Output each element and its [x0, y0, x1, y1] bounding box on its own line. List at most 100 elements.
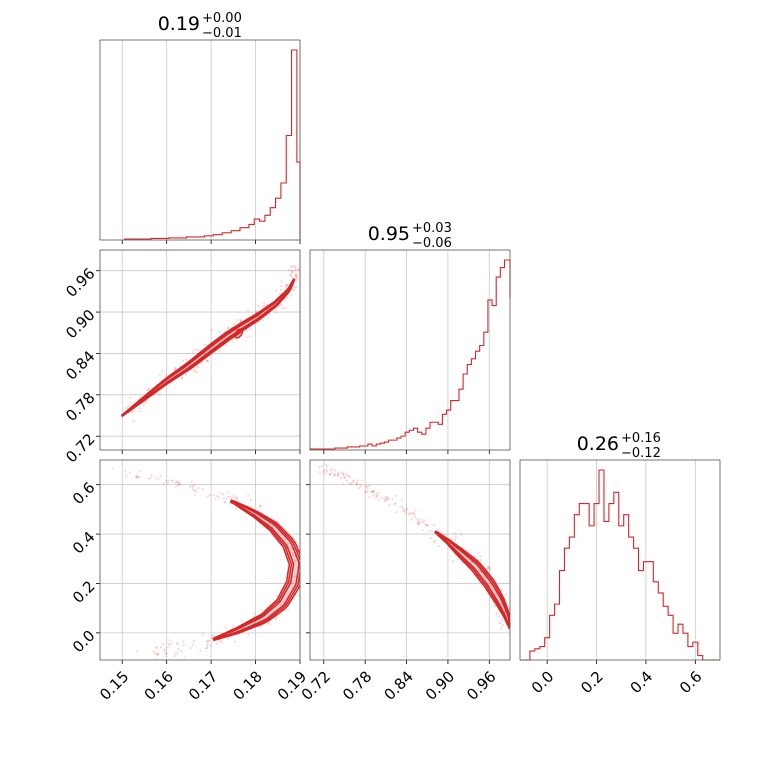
hist-bin-1-13	[364, 446, 368, 450]
pair-panel-0-1-contour-2	[121, 278, 296, 417]
pair-panel-0-1-sample-119	[196, 348, 200, 352]
pair-panel-1-2-sample-83	[400, 499, 403, 502]
hist-bin-1-32	[442, 414, 446, 450]
pair-panel-1-2-sample-143	[323, 469, 327, 472]
pair-panel-1-2-sample-242	[325, 465, 329, 468]
hist-bin-1-40	[476, 351, 480, 450]
pair-panel-0-2-sample-13	[201, 487, 204, 490]
pair-panel-0-1-sample-61	[234, 338, 237, 341]
pair-panel-0-2-sample-35	[227, 495, 230, 498]
pair-panel-0-1-sample-34	[295, 276, 298, 279]
pair-panel-1-2-sample-183	[371, 491, 375, 494]
pair-panel-0-1-sample-216	[227, 327, 230, 330]
pair-panel-0-2-sample-225	[259, 505, 262, 508]
pair-panel-1-2-sample-211	[454, 532, 457, 535]
hist-bin-2-24	[639, 571, 644, 660]
pair-panel-1-2-sample-189	[381, 496, 384, 499]
pair-panel-0-2-sample-91	[215, 642, 219, 645]
pair-panel-0-2-sample-241	[262, 526, 265, 529]
pair-panel-1-2-sample-116	[417, 522, 420, 525]
pair-panel-0-1-sample-95	[128, 396, 132, 399]
pair-panel-1-2-sample-121	[422, 521, 425, 524]
pair-panel-0-1-sample-187	[192, 368, 195, 372]
pair-panel-0-1-sample-41	[218, 349, 221, 353]
pair-panel-0-2-sample-215	[220, 640, 223, 643]
pair-panel-0-2-sample-252	[154, 477, 158, 480]
pair-panel-1-2-sample-204	[438, 530, 442, 533]
pair-panel-1-2-sample-94	[408, 513, 411, 516]
pair-panel-0-2-sample-125	[183, 656, 186, 659]
title-var1: 0.95 +0.03 −0.06	[368, 221, 452, 251]
hist-bin-0-10	[213, 235, 222, 240]
pair-panel-0-1-sample-148	[235, 318, 238, 322]
title-var1-value: 0.95	[368, 223, 410, 245]
pair-panel-0-1-sample-18	[206, 359, 210, 363]
pair-panel-0-2-sample-195	[170, 641, 174, 644]
pair-panel-0-2-sample-28	[223, 501, 226, 504]
hist-panel-2-xtick-label-2: 0.4	[627, 668, 657, 698]
hist-bin-0-12	[231, 231, 240, 240]
pair-panel-0-2-sample-0	[235, 507, 238, 510]
pair-panel-0-2-sample-165	[165, 652, 168, 655]
pair-panel-0-2-sample-183	[168, 639, 171, 642]
pair-panel-0-2-sample-208	[174, 481, 177, 484]
pair-panel-0-2-sample-212	[136, 476, 139, 479]
pair-panel-0-1-sample-100	[290, 265, 293, 268]
pair-panel-1-2-sample-221	[333, 473, 336, 476]
hist-bin-1-10	[351, 447, 355, 450]
pair-panel-1-2-sample-113	[342, 482, 345, 485]
pair-panel-1-2-sample-106	[342, 474, 345, 478]
pair-panel-1-2-sample-78	[372, 494, 375, 497]
pair-panel-0-2-sample-248	[171, 479, 174, 482]
title-var1-plus: +0.03	[412, 221, 452, 236]
pair-panel-0-1: 0.72 0.78 0.84 0.90 0.96	[62, 249, 301, 466]
pair-panel-1-2-sample-124	[402, 509, 405, 512]
hist-bin-0-13	[240, 228, 249, 240]
pair-panel-0-2-sample-88	[286, 608, 290, 611]
hist-panel-2-frame	[519, 459, 721, 661]
pair-panel-0-2-sample-154	[210, 637, 213, 640]
pair-panel-1-2-sample-156	[356, 479, 359, 482]
pair-panel-0-2-sample-250	[290, 547, 293, 550]
pair-panel-0-1-sample-182	[285, 284, 288, 287]
hist-bin-2-29	[663, 606, 668, 660]
pair-panel-0-1-sample-168	[279, 288, 283, 291]
pair-panel-1-2-sample-33	[386, 498, 389, 501]
pair-panel-1-2-sample-12	[454, 536, 457, 539]
pair-panel-1-2-xtick-label-3: 0.90	[422, 668, 458, 704]
pair-panel-0-1-sample-144	[173, 368, 176, 371]
hist-bin-2-14	[589, 526, 594, 660]
pair-panel-0-2-sample-247	[134, 475, 138, 478]
pair-panel-0-2-sample-111	[177, 481, 180, 484]
pair-panel-0-2-sample-96	[175, 480, 179, 483]
pair-panel-1-2-sample-32	[334, 473, 337, 476]
pair-panel-0-1-sample-37	[158, 374, 162, 377]
pair-panel-0-1-sample-64	[263, 302, 266, 305]
pair-panel-0-2-sample-110	[167, 642, 171, 646]
pair-panel-1-2-sample-160	[395, 511, 398, 514]
pair-panel-0-1-sample-248	[127, 404, 131, 408]
pair-panel-0-1-sample-66	[279, 303, 283, 307]
pair-panel-0-1-sample-54	[291, 271, 294, 274]
pair-panel-0-1-sample-209	[158, 392, 161, 396]
hist-bin-2-18	[609, 504, 614, 660]
pair-panel-1-2-sample-8	[366, 490, 369, 493]
pair-panel-0-1-sample-235	[130, 410, 134, 413]
pair-panel-0-2-sample-175	[208, 639, 211, 642]
pair-panel-1-2-sample-206	[401, 505, 404, 508]
pair-panel-0-1-sample-247	[297, 268, 300, 272]
hist-bin-2-26	[648, 562, 653, 660]
pair-panel-0-1-sample-253	[274, 289, 278, 292]
hist-bin-0-7	[187, 237, 196, 240]
hist-bin-0-15	[254, 219, 259, 240]
pair-panel-0-2-frame	[99, 459, 301, 661]
pair-panel-0-1-sample-52	[257, 305, 260, 308]
pair-panel-1-2-sample-256	[437, 544, 440, 547]
pair-panel-1-2-xtick-label-0: 0.72	[298, 668, 334, 704]
pair-panel-0-1-sample-238	[218, 330, 221, 333]
pair-panel-0-1-sample-213	[294, 267, 298, 270]
pair-panel-1-2-sample-9	[371, 489, 374, 493]
hist-bin-1-22	[401, 436, 405, 450]
pair-panel-1-2-sample-155	[501, 624, 505, 627]
pair-panel-0-2-sample-29	[125, 473, 128, 476]
